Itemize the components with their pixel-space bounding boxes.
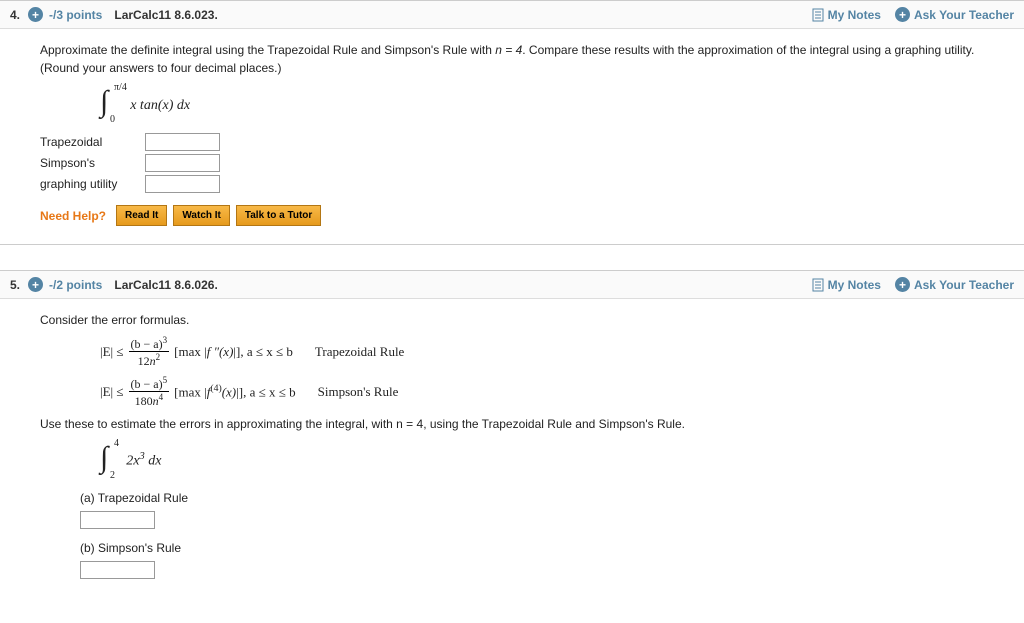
ask-teacher-link[interactable]: + Ask Your Teacher	[895, 7, 1014, 22]
integral-body: x tan(x) dx	[130, 95, 190, 116]
notes-icon	[812, 278, 824, 292]
integral-body: 2x3 dx	[126, 449, 161, 472]
ask-teacher-text: Ask Your Teacher	[914, 278, 1014, 292]
integral-expression: ∫ π/4 0 x tan(x) dx	[100, 87, 984, 123]
util-input[interactable]	[145, 175, 220, 193]
part-a-input[interactable]	[80, 511, 155, 529]
need-help-label: Need Help?	[40, 207, 106, 225]
read-it-button[interactable]: Read It	[116, 205, 167, 226]
question-5: 5. + -/2 points LarCalc11 8.6.026. My No…	[0, 270, 1024, 598]
part-b: (b) Simpson's Rule	[80, 539, 984, 580]
my-notes-text: My Notes	[828, 8, 881, 22]
plus-icon: +	[895, 7, 910, 22]
part-b-input[interactable]	[80, 561, 155, 579]
formula-simp: |E| ≤ (b − a)5 180n4 [max |f(4)(x)|], a …	[100, 375, 984, 409]
my-notes-link[interactable]: My Notes	[812, 278, 881, 292]
talk-tutor-button[interactable]: Talk to a Tutor	[236, 205, 321, 226]
ask-teacher-text: Ask Your Teacher	[914, 8, 1014, 22]
util-label: graphing utility	[40, 175, 145, 193]
ask-teacher-link[interactable]: + Ask Your Teacher	[895, 277, 1014, 292]
integral-upper: 4	[114, 439, 119, 449]
plus-icon[interactable]: +	[28, 277, 43, 292]
simp-input[interactable]	[145, 154, 220, 172]
need-help-row: Need Help? Read It Watch It Talk to a Tu…	[40, 205, 984, 226]
notes-icon	[812, 8, 824, 22]
prompt-text: Approximate the definite integral using …	[40, 43, 974, 75]
my-notes-link[interactable]: My Notes	[812, 8, 881, 22]
question-header: 4. + -/3 points LarCalc11 8.6.023. My No…	[0, 1, 1024, 29]
points-label[interactable]: -/3 points	[49, 8, 102, 22]
source-label: LarCalc11 8.6.023.	[114, 8, 217, 22]
plus-icon: +	[895, 277, 910, 292]
trap-input[interactable]	[145, 133, 220, 151]
part-a-label: (a) Trapezoidal Rule	[80, 489, 984, 507]
use-text: Use these to estimate the errors in appr…	[40, 415, 984, 433]
question-number: 4.	[10, 8, 20, 22]
question-number: 5.	[10, 278, 20, 292]
simp-label: Simpson's	[40, 154, 145, 172]
question-body: Approximate the definite integral using …	[0, 29, 1024, 244]
question-body: Consider the error formulas. |E| ≤ (b − …	[0, 299, 1024, 598]
points-label[interactable]: -/2 points	[49, 278, 102, 292]
integral-upper: π/4	[114, 83, 127, 93]
watch-it-button[interactable]: Watch It	[173, 205, 230, 226]
my-notes-text: My Notes	[828, 278, 881, 292]
integral-lower: 2	[110, 471, 115, 481]
integral-lower: 0	[110, 115, 115, 125]
source-label: LarCalc11 8.6.026.	[114, 278, 217, 292]
part-a: (a) Trapezoidal Rule	[80, 489, 984, 530]
question-header: 5. + -/2 points LarCalc11 8.6.026. My No…	[0, 271, 1024, 299]
integral-expression: ∫ 4 2 2x3 dx	[100, 443, 984, 479]
trap-label: Trapezoidal	[40, 133, 145, 151]
formula-trap: |E| ≤ (b − a)3 12n2 [max |f ″(x)|], a ≤ …	[100, 335, 984, 369]
part-b-label: (b) Simpson's Rule	[80, 539, 984, 557]
plus-icon[interactable]: +	[28, 7, 43, 22]
question-4: 4. + -/3 points LarCalc11 8.6.023. My No…	[0, 0, 1024, 245]
intro-text: Consider the error formulas.	[40, 311, 984, 329]
